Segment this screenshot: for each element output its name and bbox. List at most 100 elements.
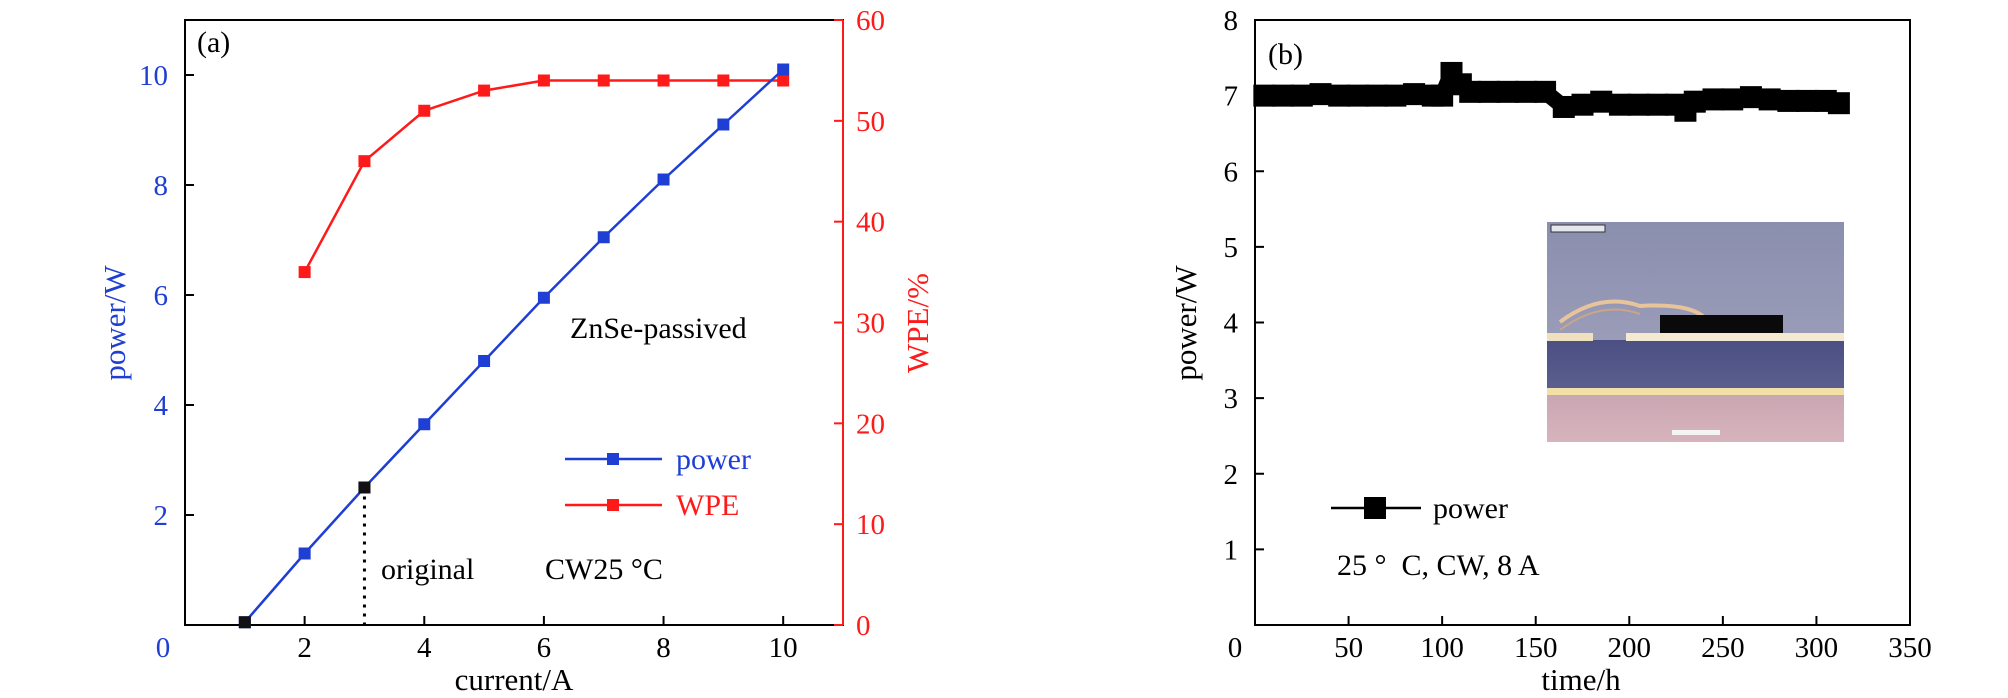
y-right-tick-label: 30 bbox=[856, 308, 885, 340]
y-tick-label: 1 bbox=[1224, 534, 1239, 566]
data-point-wpe bbox=[717, 74, 730, 87]
y-tick-label: 3 bbox=[1224, 383, 1239, 415]
legend-power-label: power bbox=[676, 443, 751, 476]
y-tick-label: 7 bbox=[1224, 81, 1239, 113]
legend-wpe-label: WPE bbox=[676, 489, 739, 522]
x-tick-label: 350 bbox=[1888, 632, 1932, 664]
data-point-power bbox=[1384, 84, 1407, 107]
y-right-tick-label: 20 bbox=[856, 408, 885, 440]
data-point-power bbox=[1571, 93, 1594, 116]
y-tick-label: 2 bbox=[1224, 459, 1239, 491]
data-point-power bbox=[1272, 84, 1295, 107]
legend-b-power-label: power bbox=[1433, 492, 1508, 525]
data-point-power bbox=[1328, 84, 1351, 107]
data-point-wpe bbox=[358, 155, 371, 168]
data-point-power bbox=[1739, 86, 1762, 109]
x-tick-label: 200 bbox=[1608, 632, 1652, 664]
x-tick-label: 4 bbox=[417, 632, 432, 664]
data-point-wpe bbox=[657, 74, 670, 87]
wpe-series bbox=[298, 74, 790, 279]
original-highlight-marker bbox=[358, 481, 371, 494]
x-tick-label: 150 bbox=[1514, 632, 1558, 664]
y-right-tick-label: 10 bbox=[856, 509, 885, 541]
y-right-tick-label: 60 bbox=[856, 5, 885, 37]
data-point-power bbox=[1515, 80, 1538, 103]
data-point-power bbox=[1552, 95, 1575, 118]
panel-a-left-y-axis-title: power/W bbox=[97, 265, 132, 381]
data-point-power bbox=[657, 173, 670, 186]
y-left-tick-label: 6 bbox=[154, 280, 169, 312]
data-point-power bbox=[1309, 83, 1332, 106]
legend-b-power-marker bbox=[1364, 497, 1386, 519]
data-point-power bbox=[1477, 80, 1500, 103]
passivation-label: ZnSe-passived bbox=[570, 312, 747, 345]
x-tick-label: 0 bbox=[1228, 632, 1243, 664]
condition-label-b: 25 ° C, CW, 8 A bbox=[1337, 549, 1540, 582]
panel-b-label: (b) bbox=[1268, 38, 1303, 71]
data-point-power bbox=[1608, 93, 1631, 116]
x-tick-label: 100 bbox=[1420, 632, 1464, 664]
panel-a-left-y-ticks: 2 4 6 8 10 bbox=[139, 60, 194, 532]
data-point-power bbox=[1459, 80, 1482, 103]
data-point-power bbox=[1431, 84, 1454, 107]
x-tick-label: 10 bbox=[769, 632, 798, 664]
data-point-wpe bbox=[478, 84, 491, 97]
data-point-power bbox=[1646, 93, 1669, 116]
y-left-tick-label: 10 bbox=[139, 60, 168, 92]
y-left-tick-label: 2 bbox=[154, 500, 169, 532]
panel-a-legend: power WPE bbox=[565, 443, 751, 522]
y-left-tick-label: 4 bbox=[154, 390, 169, 422]
data-point-power bbox=[1365, 84, 1388, 107]
power-series bbox=[238, 63, 790, 629]
y-tick-label: 5 bbox=[1224, 232, 1239, 264]
data-point-power bbox=[537, 291, 550, 304]
power-stability-series bbox=[1253, 61, 1850, 122]
data-point-power bbox=[478, 355, 491, 367]
data-point-power bbox=[1721, 88, 1744, 111]
data-point-power bbox=[1796, 89, 1819, 112]
panel-b-x-axis-title: time/h bbox=[1541, 662, 1621, 697]
data-point-wpe bbox=[418, 104, 431, 117]
data-point-power bbox=[1590, 90, 1613, 113]
x-tick-label: 300 bbox=[1795, 632, 1839, 664]
panel-b: 0 50 100 150 200 250 300 350 1 2 3 4 5 6 7 8 time/h po… bbox=[1168, 5, 1932, 697]
data-point-wpe bbox=[298, 266, 311, 279]
data-point-power bbox=[1827, 92, 1850, 115]
data-point-power bbox=[1702, 88, 1725, 111]
panel-a-right-y-ticks: 0 10 20 30 40 50 60 bbox=[834, 5, 885, 642]
data-point-wpe bbox=[537, 74, 550, 87]
original-label: original bbox=[381, 553, 474, 586]
data-point-power bbox=[1758, 88, 1781, 111]
x-tick-label: 6 bbox=[537, 632, 552, 664]
series-line-power bbox=[243, 68, 785, 624]
data-point-power bbox=[298, 547, 311, 560]
y-tick-label: 4 bbox=[1224, 308, 1239, 340]
data-point-power bbox=[1403, 83, 1426, 106]
x-tick-label: 250 bbox=[1701, 632, 1745, 664]
y-left-tick-label: 8 bbox=[154, 170, 169, 202]
inset-micrograph bbox=[1547, 222, 1844, 442]
data-point-wpe bbox=[777, 74, 790, 87]
y-right-tick-label: 40 bbox=[856, 207, 885, 239]
panel-a-right-y-axis-title: WPE/% bbox=[900, 273, 935, 373]
data-point-power bbox=[1627, 93, 1650, 116]
panel-b-legend: power bbox=[1331, 492, 1508, 525]
series-line-wpe bbox=[303, 79, 784, 273]
y-tick-label: 8 bbox=[1224, 5, 1239, 37]
condition-label-a: CW25 °C bbox=[545, 553, 663, 586]
data-point-power bbox=[418, 418, 431, 431]
panel-b-x-ticks: 0 50 100 150 200 250 300 350 bbox=[1228, 616, 1932, 664]
first-power-point bbox=[238, 616, 251, 629]
y-right-tick-label: 50 bbox=[856, 106, 885, 138]
y-right-tick-label: 0 bbox=[856, 610, 871, 642]
data-point-power bbox=[1290, 84, 1313, 107]
data-point-power bbox=[717, 118, 730, 131]
data-point-power bbox=[1346, 84, 1369, 107]
panel-a-label: (a) bbox=[197, 26, 230, 59]
panel-b-y-axis-title: power/W bbox=[1168, 265, 1203, 381]
data-point-power bbox=[597, 231, 610, 244]
data-point-power bbox=[1777, 89, 1800, 112]
data-point-power bbox=[1253, 84, 1276, 107]
